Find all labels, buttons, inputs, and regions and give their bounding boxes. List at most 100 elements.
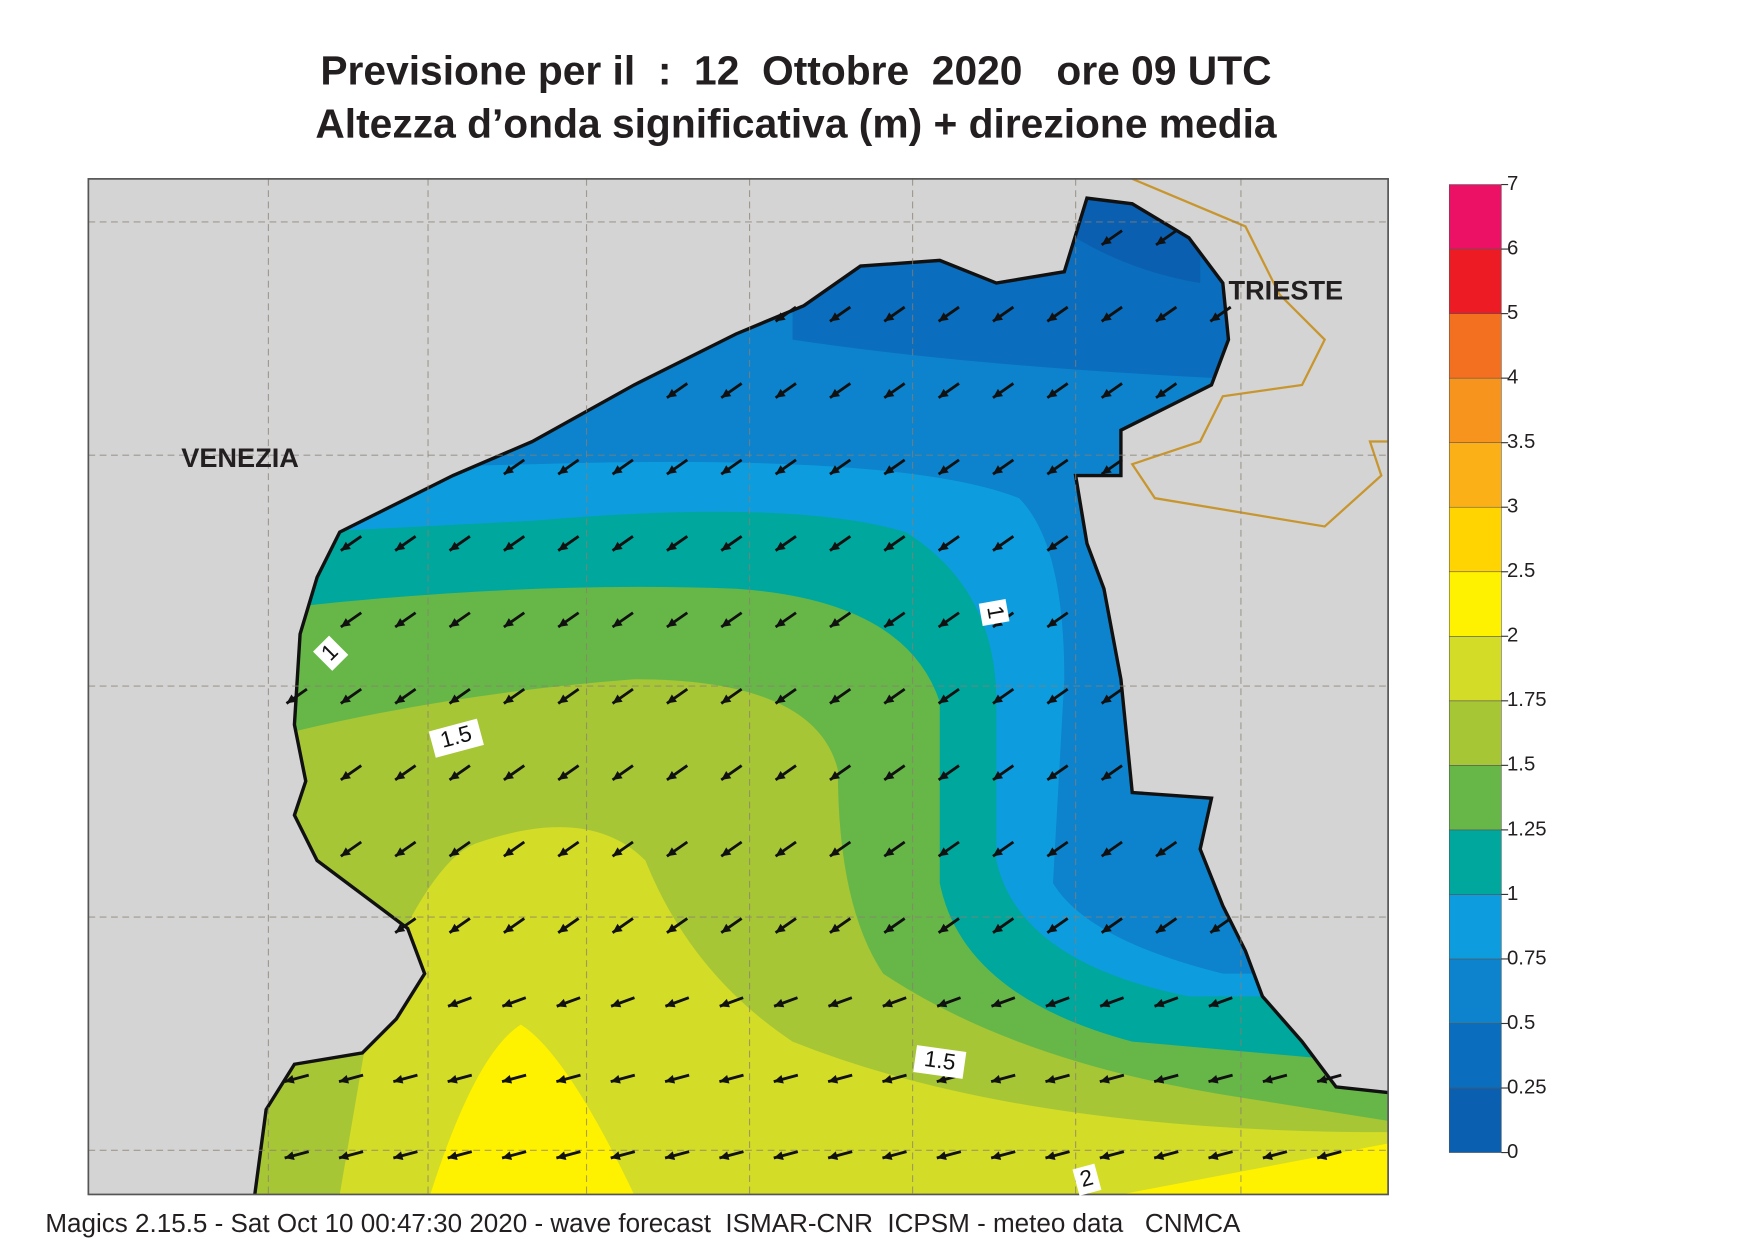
colorbar-tick-label: 0.25 bbox=[1507, 1076, 1547, 1098]
arrow-head bbox=[1154, 1151, 1165, 1160]
arrow-head bbox=[284, 1074, 295, 1084]
arrow-head bbox=[612, 541, 623, 551]
colorbar-tick-label: 5 bbox=[1507, 302, 1518, 324]
arrow-head bbox=[1101, 847, 1112, 857]
colorbar-band bbox=[1448, 829, 1502, 895]
colorbar-band bbox=[1448, 958, 1502, 1024]
contour-label: 1 bbox=[982, 604, 1009, 621]
arrow-head bbox=[828, 1151, 839, 1160]
arrow-head bbox=[882, 998, 893, 1008]
arrow-head bbox=[556, 1151, 567, 1160]
arrow-head bbox=[1047, 388, 1058, 398]
colorbar: 0 0.25 0.5 0.75 1 1.25 1.5 1.75 2 2.5 3 3.5 4 5 6 7 bbox=[1448, 173, 1547, 1163]
arrow-head bbox=[558, 618, 569, 628]
arrow-head bbox=[1156, 923, 1167, 933]
colorbar-band bbox=[1448, 636, 1502, 702]
arrow-head bbox=[558, 847, 569, 857]
arrow-head bbox=[665, 998, 676, 1008]
colorbar-band bbox=[1448, 894, 1502, 960]
arrow-head bbox=[666, 618, 677, 628]
arrow-head bbox=[991, 1074, 1002, 1084]
arrow-head bbox=[1099, 1151, 1110, 1160]
wave-direction-arrows bbox=[284, 229, 1342, 1160]
arrow-head bbox=[721, 770, 732, 780]
arrow-head bbox=[339, 1074, 350, 1084]
arrow-head bbox=[936, 1074, 947, 1084]
arrow-head bbox=[936, 1151, 947, 1160]
arrow-head bbox=[1156, 388, 1167, 398]
arrow-head bbox=[1047, 541, 1058, 551]
arrow-head bbox=[1101, 694, 1112, 704]
arrow-head bbox=[829, 618, 840, 628]
subtitle: Altezza d’onda significativa (m) + direz… bbox=[315, 101, 1277, 147]
arrow-head bbox=[503, 770, 514, 780]
arrow-head bbox=[775, 923, 786, 933]
arrow-head bbox=[666, 465, 677, 475]
arrow-head bbox=[938, 465, 949, 475]
arrow-head bbox=[1045, 1151, 1056, 1160]
arrow-head bbox=[612, 923, 623, 933]
arrow-head bbox=[775, 541, 786, 551]
arrow-head bbox=[502, 1151, 513, 1160]
arrow-head bbox=[773, 1074, 784, 1084]
arrow-head bbox=[1156, 236, 1167, 245]
arrow-head bbox=[1210, 923, 1221, 933]
arrow-head bbox=[721, 541, 732, 551]
arrow-head bbox=[340, 694, 351, 704]
arrow-head bbox=[556, 998, 567, 1008]
arrow-head bbox=[829, 465, 840, 475]
colorbar-band bbox=[1448, 700, 1502, 766]
arrow-head bbox=[665, 1074, 676, 1084]
arrow-head bbox=[938, 388, 949, 398]
arrow-head bbox=[1101, 923, 1112, 933]
arrow-head bbox=[666, 541, 677, 551]
arrow-head bbox=[829, 388, 840, 398]
arrow-head bbox=[884, 465, 895, 475]
contour-label-box: 2 bbox=[1072, 1163, 1102, 1196]
arrow-head bbox=[721, 618, 732, 628]
arrow-head bbox=[938, 847, 949, 857]
colorbar-tick-label: 6 bbox=[1507, 237, 1518, 259]
arrow-head bbox=[666, 770, 677, 780]
arrow-head bbox=[992, 923, 1004, 933]
arrow-head bbox=[449, 541, 460, 551]
colorbar-tick-label: 4 bbox=[1507, 367, 1518, 389]
arrow-head bbox=[612, 694, 623, 704]
arrow-head bbox=[1047, 465, 1058, 475]
arrow-head bbox=[448, 998, 459, 1008]
arrow-head bbox=[719, 1151, 730, 1160]
arrow-head bbox=[449, 618, 460, 628]
place-label: VENEZIA bbox=[181, 442, 299, 473]
colorbar-tick-label: 1.75 bbox=[1507, 689, 1547, 711]
arrow-head bbox=[611, 998, 622, 1008]
arrow-head bbox=[1154, 998, 1165, 1008]
colorbar-tick-label: 7 bbox=[1507, 173, 1518, 195]
arrow-head bbox=[340, 541, 351, 551]
colorbar-band bbox=[1448, 377, 1502, 443]
arrow-head bbox=[775, 465, 786, 475]
colorbar-tick-label: 3 bbox=[1507, 496, 1518, 518]
arrow-head bbox=[666, 923, 677, 933]
arrow-head bbox=[884, 388, 895, 398]
arrow-head bbox=[449, 923, 460, 933]
arrow-head bbox=[1100, 998, 1111, 1008]
arrow-head bbox=[558, 923, 569, 933]
arrow-head bbox=[610, 1074, 621, 1084]
arrow-head bbox=[1101, 236, 1112, 245]
arrow-head bbox=[665, 1151, 676, 1160]
colorbar-band bbox=[1448, 765, 1502, 831]
arrow-head bbox=[449, 770, 460, 780]
arrow-head bbox=[1156, 312, 1167, 322]
colorbar-tick-label: 1.5 bbox=[1507, 754, 1535, 776]
arrow-head bbox=[449, 694, 460, 704]
arrow-head bbox=[395, 694, 406, 704]
arrow-head bbox=[992, 312, 1004, 322]
arrow-head bbox=[666, 847, 677, 857]
arrow-head bbox=[992, 388, 1004, 398]
arrow-head bbox=[1101, 388, 1112, 398]
arrow-head bbox=[884, 694, 895, 704]
arrow-head bbox=[395, 541, 406, 551]
arrow-head bbox=[1154, 1074, 1165, 1084]
arrow-head bbox=[449, 847, 460, 857]
